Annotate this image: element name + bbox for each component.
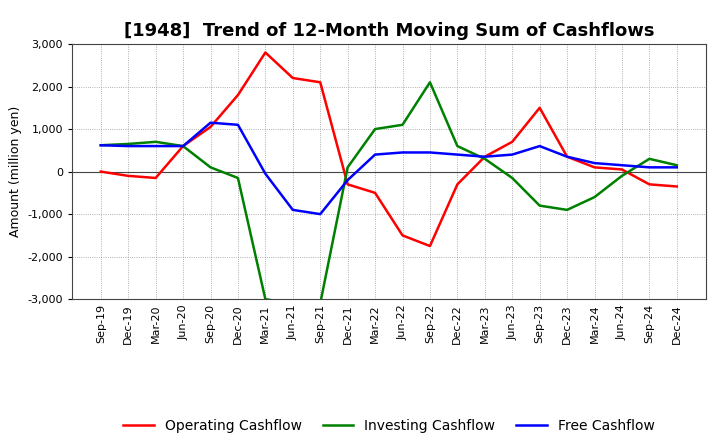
Investing Cashflow <box>316 301 325 306</box>
Operating Cashflow <box>508 139 516 144</box>
Operating Cashflow <box>536 105 544 110</box>
Free Cashflow <box>179 143 187 149</box>
Investing Cashflow <box>233 175 242 180</box>
Free Cashflow <box>233 122 242 128</box>
Operating Cashflow <box>398 233 407 238</box>
Investing Cashflow <box>590 194 599 200</box>
Operating Cashflow <box>233 92 242 98</box>
Investing Cashflow <box>398 122 407 128</box>
Free Cashflow <box>151 143 160 149</box>
Free Cashflow <box>563 154 572 159</box>
Operating Cashflow <box>343 182 352 187</box>
Free Cashflow <box>618 162 626 168</box>
Investing Cashflow <box>343 165 352 170</box>
Operating Cashflow <box>480 154 489 159</box>
Free Cashflow <box>316 212 325 217</box>
Investing Cashflow <box>96 143 105 148</box>
Free Cashflow <box>261 171 270 176</box>
Investing Cashflow <box>618 173 626 179</box>
Operating Cashflow <box>563 154 572 159</box>
Operating Cashflow <box>426 243 434 249</box>
Operating Cashflow <box>261 50 270 55</box>
Free Cashflow <box>536 143 544 149</box>
Line: Investing Cashflow: Investing Cashflow <box>101 82 677 304</box>
Free Cashflow <box>289 207 297 213</box>
Operating Cashflow <box>96 169 105 174</box>
Operating Cashflow <box>590 165 599 170</box>
Investing Cashflow <box>371 126 379 132</box>
Free Cashflow <box>590 161 599 166</box>
Free Cashflow <box>96 143 105 148</box>
Investing Cashflow <box>261 297 270 302</box>
Free Cashflow <box>206 120 215 125</box>
Investing Cashflow <box>151 139 160 144</box>
Free Cashflow <box>398 150 407 155</box>
Investing Cashflow <box>645 156 654 161</box>
Y-axis label: Amount (million yen): Amount (million yen) <box>9 106 22 237</box>
Investing Cashflow <box>124 141 132 147</box>
Free Cashflow <box>508 152 516 157</box>
Investing Cashflow <box>563 207 572 213</box>
Operating Cashflow <box>206 124 215 129</box>
Operating Cashflow <box>179 143 187 149</box>
Operating Cashflow <box>151 175 160 180</box>
Line: Free Cashflow: Free Cashflow <box>101 123 677 214</box>
Free Cashflow <box>645 165 654 170</box>
Free Cashflow <box>480 154 489 159</box>
Operating Cashflow <box>618 167 626 172</box>
Free Cashflow <box>426 150 434 155</box>
Investing Cashflow <box>426 80 434 85</box>
Operating Cashflow <box>289 75 297 81</box>
Free Cashflow <box>343 177 352 183</box>
Title: [1948]  Trend of 12-Month Moving Sum of Cashflows: [1948] Trend of 12-Month Moving Sum of C… <box>124 22 654 40</box>
Operating Cashflow <box>453 182 462 187</box>
Operating Cashflow <box>672 184 681 189</box>
Investing Cashflow <box>672 162 681 168</box>
Investing Cashflow <box>179 143 187 149</box>
Operating Cashflow <box>316 80 325 85</box>
Operating Cashflow <box>645 182 654 187</box>
Investing Cashflow <box>508 175 516 180</box>
Free Cashflow <box>124 143 132 149</box>
Investing Cashflow <box>289 301 297 306</box>
Legend: Operating Cashflow, Investing Cashflow, Free Cashflow: Operating Cashflow, Investing Cashflow, … <box>117 413 660 438</box>
Investing Cashflow <box>453 143 462 149</box>
Investing Cashflow <box>480 156 489 161</box>
Line: Operating Cashflow: Operating Cashflow <box>101 52 677 246</box>
Free Cashflow <box>672 165 681 170</box>
Free Cashflow <box>453 152 462 157</box>
Operating Cashflow <box>124 173 132 179</box>
Free Cashflow <box>371 152 379 157</box>
Investing Cashflow <box>536 203 544 208</box>
Operating Cashflow <box>371 190 379 195</box>
Investing Cashflow <box>206 165 215 170</box>
